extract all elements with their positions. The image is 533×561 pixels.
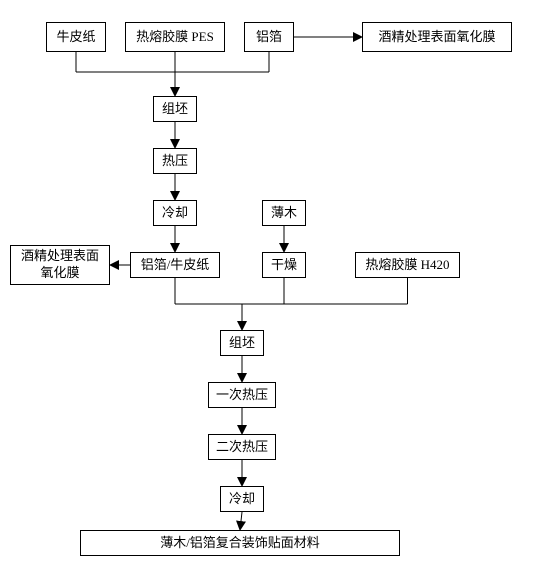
node-alcohol1: 酒精处理表面氧化膜: [362, 22, 512, 52]
node-dry: 干燥: [262, 252, 306, 278]
node-press2: 二次热压: [208, 434, 276, 460]
node-veneer: 薄木: [262, 200, 306, 226]
node-h420: 热熔胶膜 H420: [355, 252, 460, 278]
node-alufoil: 铝箔: [244, 22, 294, 52]
node-hotpress1: 热压: [153, 148, 197, 174]
node-cool2: 冷却: [220, 486, 264, 512]
node-zupi1: 组坯: [153, 96, 197, 122]
flowchart-canvas: 牛皮纸热熔胶膜 PES铝箔酒精处理表面氧化膜组坯热压冷却薄木酒精处理表面氧化膜铝…: [0, 0, 533, 561]
node-pes: 热熔胶膜 PES: [125, 22, 225, 52]
node-cool1: 冷却: [153, 200, 197, 226]
node-press1: 一次热压: [208, 382, 276, 408]
node-zupi2: 组坯: [220, 330, 264, 356]
node-alcohol2: 酒精处理表面氧化膜: [10, 245, 110, 285]
node-final: 薄木/铝箔复合装饰贴面材料: [80, 530, 400, 556]
node-kraft: 牛皮纸: [46, 22, 106, 52]
node-alukraft: 铝箔/牛皮纸: [130, 252, 220, 278]
